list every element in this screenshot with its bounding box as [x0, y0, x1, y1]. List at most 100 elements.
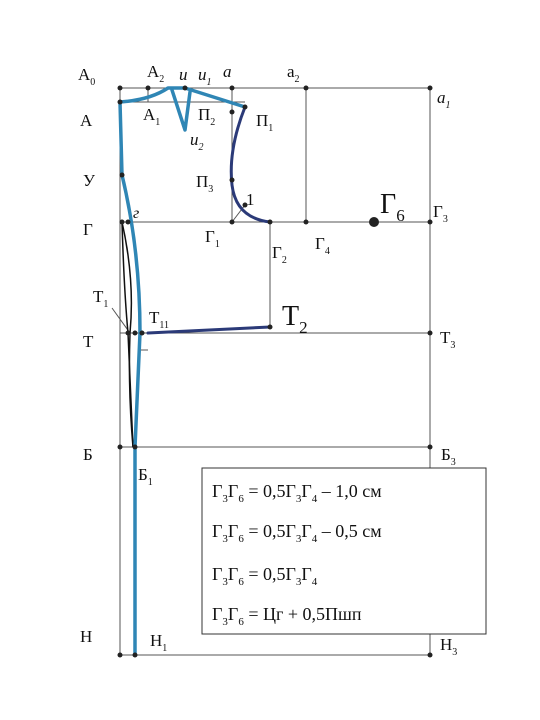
point-label: Г4	[315, 234, 330, 257]
formula-subscript: 4	[312, 576, 318, 588]
formula-subscript: 3	[222, 616, 228, 628]
formula-text: Г	[228, 604, 238, 624]
label-subscript: 1	[207, 77, 212, 88]
label-text: Н	[440, 635, 452, 654]
point-label: Н	[80, 627, 92, 646]
point	[132, 652, 138, 658]
point-label: Б1	[138, 465, 153, 488]
label-text: А	[143, 105, 156, 124]
point	[427, 330, 433, 336]
formula-box	[201, 467, 487, 635]
label-subscript: 2	[159, 74, 164, 85]
formula: Г3Г6 = 0,5Г3Г4 – 0,5 см	[212, 521, 382, 545]
formula-text: Г	[212, 521, 222, 541]
point	[117, 85, 123, 91]
label-text: Г	[380, 189, 396, 220]
label-text: Т	[440, 328, 451, 347]
point	[229, 109, 235, 115]
formula-text: = 0,5Г	[244, 564, 296, 584]
label-subscript: 1	[148, 477, 153, 488]
point-label: А	[80, 111, 93, 130]
point	[242, 104, 248, 110]
point	[267, 219, 273, 225]
label-text: u	[179, 65, 188, 84]
point-label: А1	[143, 105, 160, 128]
point-label: г	[133, 205, 139, 222]
label-subscript: 1	[215, 239, 220, 250]
point-label: Т	[83, 332, 94, 351]
label-subscript: 6	[396, 206, 405, 225]
label-text: П	[256, 111, 268, 130]
label-subscript: 2	[282, 255, 287, 266]
label-subscript: 2	[199, 142, 204, 153]
point-label: a1	[437, 88, 451, 111]
formula-text: = Цг + 0,5Пшп	[244, 604, 362, 624]
point-label: Г6	[380, 189, 405, 225]
point	[303, 219, 309, 225]
formula-subscript: 3	[296, 576, 302, 588]
formula-text: Г	[228, 521, 238, 541]
point-label: Н3	[440, 635, 457, 658]
label-subscript: 3	[443, 214, 448, 225]
label-text: А	[78, 65, 91, 84]
point-label: Г2	[272, 243, 287, 266]
point	[145, 85, 151, 91]
label-subscript: 1	[103, 299, 108, 310]
formula: Г3Г6 = 0,5Г3Г4 – 1,0 см	[212, 481, 382, 505]
label-text: Т	[93, 287, 104, 306]
point	[117, 652, 123, 658]
formula-text: = 0,5Г	[244, 481, 296, 501]
label-text: П	[198, 105, 210, 124]
point-label: У	[83, 171, 96, 190]
point	[369, 217, 379, 227]
label-text: Г	[83, 220, 93, 239]
label-text: г	[133, 205, 139, 222]
label-subscript: 3	[450, 340, 455, 351]
formula-subscript: 3	[222, 493, 228, 505]
point-label: Б	[83, 445, 93, 464]
point-label: Б3	[441, 445, 456, 468]
point-label: Н1	[150, 631, 167, 654]
label-text: Г	[272, 243, 282, 262]
label-subscript: 2	[299, 318, 308, 337]
label-text: Б	[441, 445, 451, 464]
formula-subscript: 6	[238, 616, 244, 628]
label-text: Т	[83, 332, 94, 351]
formula-text: Г	[212, 604, 222, 624]
point-label: u1	[198, 65, 212, 88]
point	[229, 219, 235, 225]
label-text: u	[198, 65, 207, 84]
point	[139, 330, 145, 336]
point-label: П3	[196, 172, 213, 195]
point-label: a2	[287, 62, 300, 85]
point	[427, 444, 433, 450]
formula-text: – 0,5 см	[317, 521, 381, 541]
formula-subscript: 3	[222, 533, 228, 545]
label-subscript: 1	[268, 123, 273, 134]
point-label: П2	[198, 105, 215, 128]
formula-subscript: 4	[312, 493, 318, 505]
point	[427, 652, 433, 658]
point-label: А0	[78, 65, 95, 88]
formula: Г3Г6 = Цг + 0,5Пшп	[212, 604, 362, 628]
label-subscript: 11	[159, 320, 169, 331]
point	[125, 330, 131, 336]
point-label: Г	[83, 220, 93, 239]
formula-subscript: 4	[312, 533, 318, 545]
point-label: П1	[256, 111, 273, 134]
label-text: Н	[80, 627, 92, 646]
point-label: a	[223, 62, 232, 81]
point	[119, 172, 125, 178]
label-text: Г	[433, 202, 443, 221]
label-subscript: 4	[325, 246, 330, 257]
label-subscript: 3	[452, 647, 457, 658]
point	[117, 444, 123, 450]
label-subscript: 3	[208, 184, 213, 195]
label-text: Т	[149, 308, 160, 327]
label-text: a	[437, 88, 446, 107]
label-subscript: 1	[155, 117, 160, 128]
point	[229, 85, 235, 91]
label-text: А	[80, 111, 93, 130]
